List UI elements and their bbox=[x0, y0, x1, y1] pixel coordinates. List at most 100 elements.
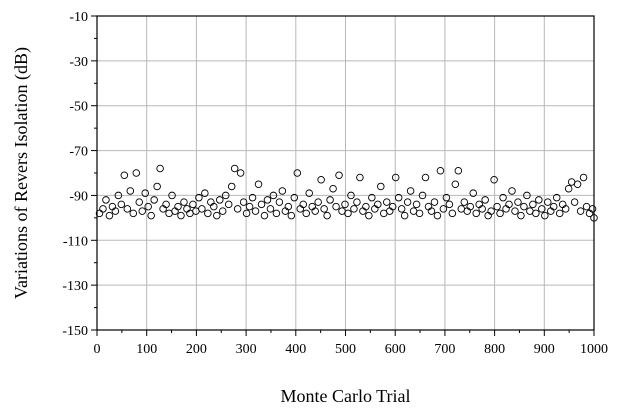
data-point bbox=[529, 200, 537, 209]
data-point bbox=[198, 205, 206, 213]
data-point bbox=[430, 198, 439, 206]
data-point bbox=[278, 187, 287, 195]
data-point bbox=[254, 180, 263, 188]
data-point bbox=[400, 211, 409, 220]
data-point bbox=[150, 196, 158, 204]
y-tick-label: -10 bbox=[69, 10, 88, 25]
data-point bbox=[251, 207, 260, 215]
data-point bbox=[126, 187, 135, 195]
data-point bbox=[266, 205, 275, 213]
data-point bbox=[210, 202, 218, 211]
data-point bbox=[454, 167, 463, 175]
x-tick-label: 900 bbox=[534, 342, 555, 357]
data-point bbox=[323, 211, 331, 220]
data-point bbox=[549, 202, 558, 211]
data-point bbox=[245, 202, 254, 211]
data-point bbox=[520, 202, 528, 211]
data-point bbox=[403, 198, 412, 206]
x-tick-label: 1000 bbox=[580, 342, 608, 357]
data-point bbox=[350, 205, 358, 213]
x-tick-label: 200 bbox=[186, 342, 207, 357]
data-point bbox=[311, 207, 319, 215]
data-point bbox=[421, 173, 430, 182]
data-point bbox=[326, 196, 334, 204]
data-point bbox=[445, 200, 454, 209]
data-point bbox=[448, 209, 457, 218]
y-axis-title: Variations of Revers Isolation (dB) bbox=[11, 47, 32, 299]
data-point bbox=[576, 207, 585, 215]
data-point bbox=[260, 211, 269, 220]
x-axis-tick-labels: 0 100 200 300 400 500 600 700 800 900 1000 bbox=[94, 342, 609, 357]
data-point bbox=[523, 191, 531, 200]
data-point bbox=[129, 209, 138, 218]
data-point bbox=[377, 182, 385, 191]
data-point bbox=[552, 193, 561, 202]
data-point bbox=[236, 169, 245, 177]
y-tick-label: -30 bbox=[69, 55, 88, 70]
x-tick-label: 500 bbox=[335, 342, 356, 357]
data-point bbox=[344, 209, 352, 218]
y-tick-label: -50 bbox=[69, 100, 88, 115]
data-point bbox=[508, 187, 516, 195]
data-point bbox=[332, 202, 340, 211]
data-point bbox=[406, 187, 415, 195]
data-point bbox=[466, 202, 474, 211]
data-point bbox=[272, 209, 281, 218]
data-point bbox=[487, 207, 495, 215]
data-point bbox=[356, 173, 364, 182]
data-point bbox=[544, 198, 552, 206]
data-point bbox=[317, 175, 325, 184]
data-point bbox=[174, 202, 182, 211]
data-point bbox=[391, 173, 400, 182]
data-point bbox=[248, 193, 257, 202]
data-point bbox=[320, 205, 328, 213]
data-point bbox=[481, 196, 489, 204]
x-axis-title: Monte Carlo Trial bbox=[280, 386, 410, 406]
data-point bbox=[347, 191, 355, 200]
data-point bbox=[433, 211, 442, 220]
data-point bbox=[218, 207, 227, 215]
data-point bbox=[153, 182, 161, 191]
data-point bbox=[442, 193, 451, 202]
data-point bbox=[242, 209, 251, 218]
data-point bbox=[293, 169, 302, 177]
data-point bbox=[505, 200, 513, 209]
data-point bbox=[287, 211, 296, 220]
y-tick-label: -110 bbox=[63, 234, 88, 249]
y-axis-tick-labels: -10 -30 -50 -70 -90 -110 -130 -150 bbox=[62, 10, 88, 339]
data-point bbox=[472, 209, 480, 218]
data-point bbox=[362, 202, 370, 211]
x-tick-label: 800 bbox=[484, 342, 505, 357]
data-point bbox=[511, 207, 519, 215]
data-point bbox=[439, 205, 448, 213]
data-point bbox=[514, 198, 522, 206]
data-point bbox=[290, 193, 299, 202]
data-point bbox=[123, 205, 132, 213]
data-point bbox=[493, 202, 501, 211]
x-tick-label: 700 bbox=[434, 342, 455, 357]
data-point bbox=[120, 171, 129, 179]
data-point bbox=[490, 175, 498, 184]
data-point bbox=[329, 184, 337, 193]
data-point bbox=[499, 193, 507, 202]
data-point bbox=[412, 200, 421, 209]
data-point bbox=[117, 200, 126, 209]
data-point bbox=[177, 211, 185, 220]
data-point bbox=[353, 198, 361, 206]
data-point bbox=[299, 200, 308, 209]
data-point bbox=[302, 209, 310, 218]
data-point bbox=[383, 198, 391, 206]
data-point bbox=[156, 164, 164, 173]
data-point bbox=[263, 196, 272, 204]
data-point bbox=[195, 193, 203, 202]
data-point bbox=[233, 205, 242, 213]
data-point bbox=[239, 198, 248, 206]
data-point bbox=[275, 198, 284, 206]
data-point bbox=[314, 198, 322, 206]
data-point bbox=[496, 209, 504, 218]
data-point bbox=[144, 202, 152, 211]
data-point bbox=[257, 200, 266, 209]
data-point bbox=[588, 205, 597, 213]
data-point bbox=[388, 202, 397, 211]
